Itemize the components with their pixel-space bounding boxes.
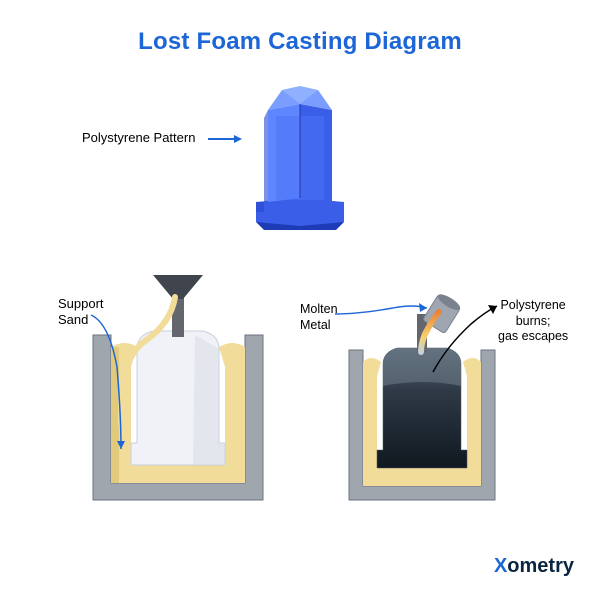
logo-x: X xyxy=(494,555,507,577)
label-support-sand: Support Sand xyxy=(58,296,104,329)
arrow-polystyrene-head xyxy=(234,135,242,143)
diagram-title: Lost Foam Casting Diagram xyxy=(0,28,600,56)
brand-logo: Xometry xyxy=(494,555,574,578)
label-polystyrene-pattern: Polystyrene Pattern xyxy=(82,130,195,145)
panel-support-sand xyxy=(75,275,280,510)
label-burns: Polystyrene burns; gas escapes xyxy=(498,298,568,345)
polystyrene-pattern xyxy=(246,82,354,232)
label-molten-metal: Molten Metal xyxy=(300,302,338,333)
arrow-polystyrene xyxy=(208,138,236,140)
logo-rest: ometry xyxy=(507,555,574,577)
